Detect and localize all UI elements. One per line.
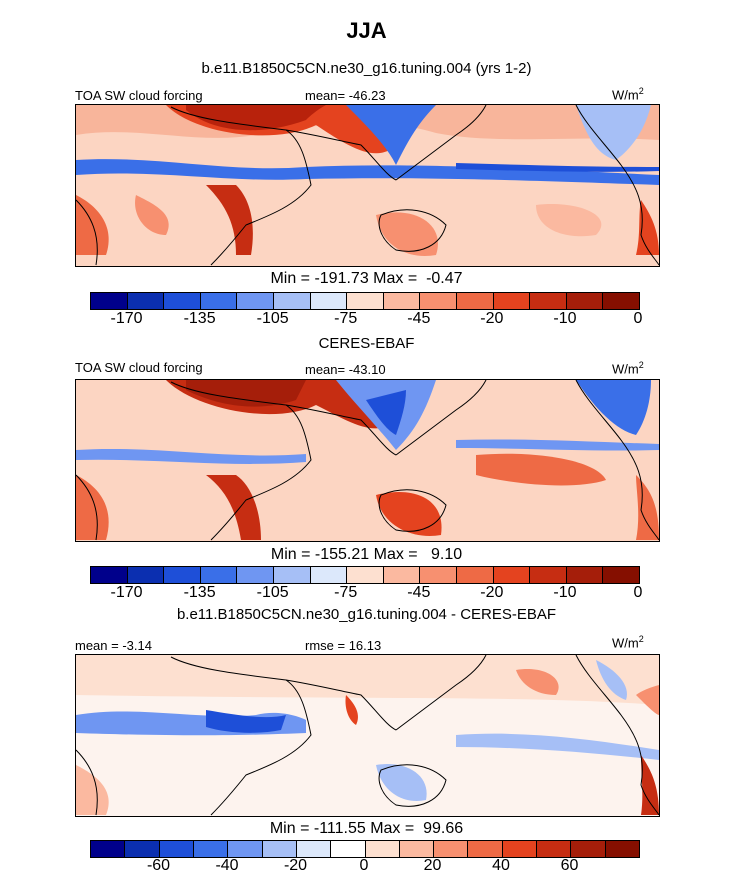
colorbar-box	[91, 841, 126, 857]
colorbar-tick-label: 0	[633, 310, 643, 327]
colorbar-box	[237, 293, 274, 309]
colorbar-box	[164, 293, 201, 309]
colorbar-tick-label: -135	[183, 584, 216, 601]
panel3-mean: mean = -3.14	[75, 638, 152, 653]
colorbar-box	[347, 567, 384, 583]
panel3-minmax: Min = -111.55 Max = 99.66	[269, 820, 464, 837]
panel2-minmax: Min = -155.21 Max = 9.10	[270, 546, 463, 563]
colorbar-box	[603, 293, 639, 309]
colorbar-tick-label: -10	[553, 584, 577, 601]
panel1-colorbar	[90, 292, 640, 310]
colorbar-box	[200, 567, 238, 583]
colorbar-box	[273, 293, 311, 309]
colorbar-box	[530, 293, 567, 309]
colorbar-tick-label: -10	[553, 310, 577, 327]
panel3-colorbar-ticks: -60 -40 -20 0 20 40 60	[90, 857, 638, 879]
colorbar-tick-label: -20	[283, 857, 308, 874]
colorbar-box	[296, 841, 332, 857]
colorbar-box	[566, 293, 604, 309]
colorbar-box	[468, 841, 503, 857]
colorbar-box	[159, 841, 194, 857]
colorbar-tick-label: -105	[256, 310, 289, 327]
colorbar-box	[193, 841, 229, 857]
colorbar-box	[237, 567, 274, 583]
colorbar-tick-label: 0	[359, 857, 369, 874]
colorbar-box	[331, 841, 366, 857]
panel3-colorbar	[90, 840, 640, 858]
colorbar-box	[262, 841, 297, 857]
colorbar-tick-label: -60	[146, 857, 171, 874]
colorbar-tick-label: -45	[407, 310, 431, 327]
panel2-colorbar	[90, 566, 640, 584]
panel2-mean: mean= -43.10	[305, 362, 386, 377]
colorbar-box	[399, 841, 435, 857]
colorbar-box	[310, 567, 348, 583]
panel2-colorbar-ticks: -170 -135 -105 -75 -45 -20 -10 0	[90, 584, 643, 606]
panel3-difference-map	[75, 654, 660, 817]
colorbar-box	[91, 293, 128, 309]
colorbar-box	[125, 841, 160, 857]
colorbar-box	[365, 841, 400, 857]
colorbar-tick-label: -75	[334, 584, 358, 601]
panel1-variable-label: TOA SW cloud forcing	[75, 88, 203, 103]
panel1-units: W/m2	[612, 86, 644, 103]
panel3-rmse: rmse = 16.13	[305, 638, 382, 653]
colorbar-tick-label: 0	[633, 584, 643, 601]
colorbar-tick-label: -105	[256, 584, 289, 601]
colorbar-box	[228, 841, 263, 857]
model-subtitle: b.e11.B1850C5CN.ne30_g16.tuning.004 (yrs…	[201, 60, 532, 77]
colorbar-tick-label: 60	[560, 857, 579, 874]
colorbar-box	[420, 293, 457, 309]
colorbar-tick-label: 40	[492, 857, 510, 874]
colorbar-box	[605, 841, 639, 857]
colorbar-box	[200, 293, 238, 309]
colorbar-box	[164, 567, 201, 583]
colorbar-box	[420, 567, 457, 583]
colorbar-box	[566, 567, 604, 583]
panel1-mean: mean= -46.23	[305, 88, 386, 103]
colorbar-tick-label: -135	[183, 310, 216, 327]
colorbar-box	[493, 293, 531, 309]
colorbar-box	[530, 567, 567, 583]
page-title: JJA	[346, 18, 387, 43]
colorbar-tick-label: -45	[407, 584, 431, 601]
colorbar-tick-label: 20	[423, 857, 442, 874]
panel1-colorbar-ticks: -170 -135 -105 -75 -45 -20 -10 0	[90, 310, 643, 332]
colorbar-tick-label: -20	[480, 584, 504, 601]
colorbar-box	[127, 293, 165, 309]
panel2-obs-map	[75, 379, 660, 542]
colorbar-box	[273, 567, 311, 583]
colorbar-tick-label: -20	[480, 310, 504, 327]
colorbar-box	[91, 567, 128, 583]
colorbar-box	[537, 841, 572, 857]
colorbar-box	[347, 293, 384, 309]
panel2-variable-label: TOA SW cloud forcing	[75, 360, 203, 375]
colorbar-box	[571, 841, 606, 857]
panel2-units: W/m2	[612, 360, 644, 377]
colorbar-box	[434, 841, 469, 857]
colorbar-tick-label: -40	[215, 857, 239, 874]
panel3-units: W/m2	[612, 634, 644, 651]
colorbar-box	[456, 567, 494, 583]
colorbar-box	[493, 567, 531, 583]
colorbar-box	[383, 567, 421, 583]
panel1-minmax: Min = -191.73 Max = -0.47	[270, 270, 463, 287]
colorbar-box	[456, 293, 494, 309]
colorbar-box	[603, 567, 639, 583]
diff-heading: b.e11.B1850C5CN.ne30_g16.tuning.004 - CE…	[176, 606, 557, 623]
colorbar-box	[383, 293, 421, 309]
colorbar-tick-label: -170	[110, 310, 143, 327]
colorbar-tick-label: -170	[110, 584, 143, 601]
obs-heading: CERES-EBAF	[318, 335, 415, 352]
colorbar-box	[310, 293, 348, 309]
colorbar-tick-label: -75	[334, 310, 358, 327]
colorbar-box	[502, 841, 538, 857]
colorbar-box	[127, 567, 165, 583]
panel1-model-map	[75, 104, 660, 267]
